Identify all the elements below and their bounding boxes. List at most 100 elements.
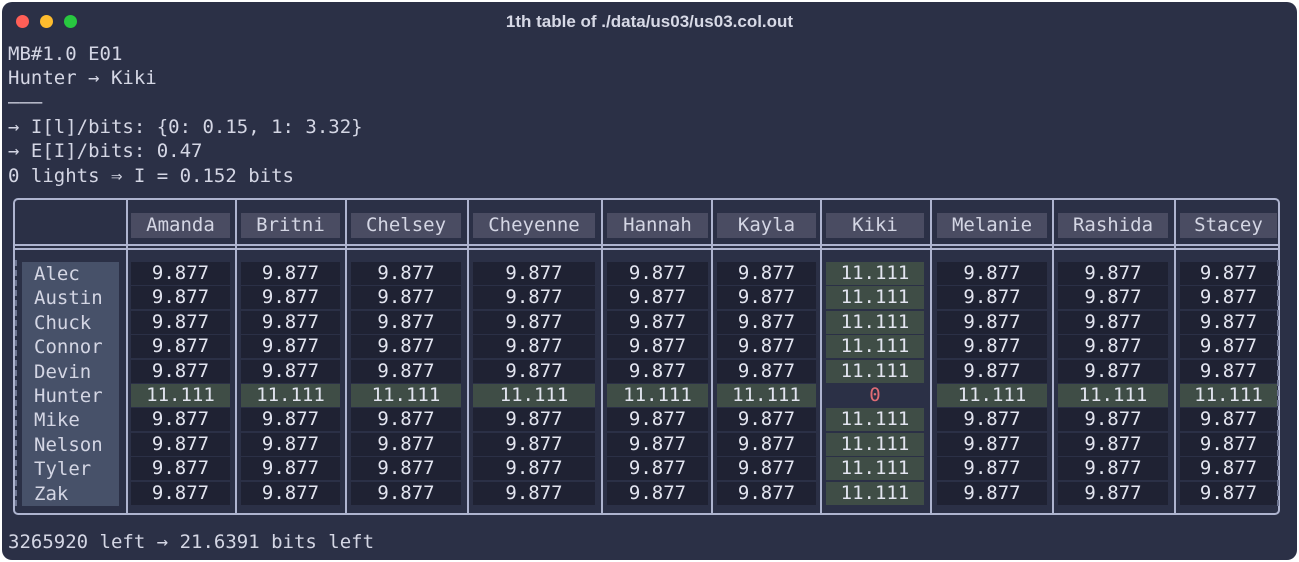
column-header: Cheyenne bbox=[473, 213, 595, 238]
table-cell: 9.877 bbox=[241, 262, 340, 285]
column-separator bbox=[1174, 200, 1176, 513]
table-cell: 11.111 bbox=[607, 384, 708, 407]
table-cell: 9.877 bbox=[1058, 457, 1168, 481]
table-cell: 9.877 bbox=[241, 457, 340, 481]
column-separator bbox=[126, 200, 128, 513]
table-cell: 9.877 bbox=[937, 335, 1047, 359]
row-dashed-edge bbox=[15, 260, 17, 506]
row-header: Chuck bbox=[34, 311, 92, 334]
table-cell: 9.877 bbox=[351, 286, 461, 310]
table-cell: 9.877 bbox=[131, 359, 230, 383]
table-cell: 9.877 bbox=[1180, 359, 1277, 383]
table-cell: 11.111 bbox=[826, 457, 924, 481]
header-line: → E[I]/bits: 0.47 bbox=[8, 140, 203, 162]
table-cell: 9.877 bbox=[937, 310, 1047, 334]
table-cell: 9.877 bbox=[241, 432, 340, 456]
table-cell: 9.877 bbox=[241, 359, 340, 383]
row-header: Nelson bbox=[34, 433, 103, 456]
column-header: Britni bbox=[241, 213, 340, 238]
column-separator bbox=[1052, 200, 1054, 513]
table-cell: 9.877 bbox=[473, 359, 595, 383]
table-cell: 9.877 bbox=[473, 481, 595, 505]
table-cell: 9.877 bbox=[717, 481, 816, 505]
table-cell: 9.877 bbox=[131, 286, 230, 310]
table-cell: 0 bbox=[869, 384, 881, 406]
row-header: Austin bbox=[34, 287, 103, 310]
table-cell: 9.877 bbox=[351, 335, 461, 359]
table-cell: 9.877 bbox=[1058, 481, 1168, 505]
table-cell: 9.877 bbox=[241, 335, 340, 359]
table-cell: 9.877 bbox=[717, 310, 816, 334]
table-cell: 9.877 bbox=[1180, 457, 1277, 481]
table-cell: 9.877 bbox=[473, 408, 595, 432]
table-cell: 9.877 bbox=[351, 408, 461, 432]
table-cell: 9.877 bbox=[1058, 432, 1168, 456]
column-header: Hannah bbox=[607, 213, 708, 238]
table-cell: 9.877 bbox=[717, 286, 816, 310]
table-cell: 9.877 bbox=[351, 432, 461, 456]
row-header-background bbox=[22, 262, 119, 506]
table-cell: 9.877 bbox=[351, 359, 461, 383]
table-cell: 9.877 bbox=[473, 335, 595, 359]
column-separator bbox=[467, 200, 469, 513]
column-separator bbox=[601, 200, 603, 513]
table-cell: 9.877 bbox=[607, 432, 708, 456]
table-cell: 9.877 bbox=[937, 262, 1047, 285]
table-cell: 9.877 bbox=[131, 262, 230, 285]
table-cell: 9.877 bbox=[1180, 335, 1277, 359]
minimize-button[interactable] bbox=[40, 15, 53, 28]
row-header: Mike bbox=[34, 409, 80, 432]
table-cell: 11.111 bbox=[1058, 384, 1168, 407]
table-cell: 9.877 bbox=[241, 408, 340, 432]
table-cell: 11.111 bbox=[826, 481, 924, 505]
table-cell: 9.877 bbox=[1058, 408, 1168, 432]
table-cell: 9.877 bbox=[1180, 432, 1277, 456]
table-cell: 9.877 bbox=[937, 432, 1047, 456]
header-line: ——— bbox=[8, 91, 43, 113]
table-cell: 9.877 bbox=[1180, 408, 1277, 432]
table-cell: 9.877 bbox=[1058, 335, 1168, 359]
table-cell: 9.877 bbox=[131, 481, 230, 505]
table-cell: 9.877 bbox=[717, 262, 816, 285]
header-line: 0 lights ⇒ I = 0.152 bits bbox=[8, 165, 294, 187]
column-header: Kiki bbox=[826, 213, 924, 238]
table-cell: 11.111 bbox=[826, 359, 924, 383]
title-bar: 1th table of ./data/us03/us03.col.out bbox=[2, 2, 1297, 40]
table-cell: 9.877 bbox=[1058, 286, 1168, 310]
column-header: Amanda bbox=[131, 213, 230, 238]
maximize-button[interactable] bbox=[64, 15, 77, 28]
table-cell: 9.877 bbox=[1180, 286, 1277, 310]
table-cell: 9.877 bbox=[717, 408, 816, 432]
table-cell: 9.877 bbox=[607, 310, 708, 334]
table-cell: 9.877 bbox=[937, 286, 1047, 310]
close-button[interactable] bbox=[16, 15, 29, 28]
table-cell: 9.877 bbox=[607, 335, 708, 359]
table-cell: 9.877 bbox=[473, 457, 595, 481]
row-header: Tyler bbox=[34, 458, 92, 481]
column-header: Chelsey bbox=[351, 213, 461, 238]
table-cell: 9.877 bbox=[473, 286, 595, 310]
table-cell: 9.877 bbox=[717, 359, 816, 383]
table-cell: 11.111 bbox=[937, 384, 1047, 407]
table-cell: 9.877 bbox=[607, 457, 708, 481]
table-cell: 9.877 bbox=[937, 481, 1047, 505]
table-cell: 9.877 bbox=[1180, 310, 1277, 334]
column-separator bbox=[345, 200, 347, 513]
table-cell: 11.111 bbox=[826, 432, 924, 456]
table-cell: 9.877 bbox=[717, 432, 816, 456]
column-header: Melanie bbox=[937, 213, 1047, 238]
table-cell: 9.877 bbox=[351, 457, 461, 481]
table-cell: 9.877 bbox=[607, 408, 708, 432]
table-cell: 9.877 bbox=[607, 262, 708, 285]
table-cell: 11.111 bbox=[826, 262, 924, 285]
window-title: 1th table of ./data/us03/us03.col.out bbox=[505, 12, 794, 31]
table-cell: 11.111 bbox=[131, 384, 230, 407]
column-separator bbox=[235, 200, 237, 513]
header-line: MB#1.0 E01 bbox=[8, 43, 123, 65]
footer-status: 3265920 left → 21.6391 bits left bbox=[8, 531, 375, 553]
table-cell: 9.877 bbox=[607, 286, 708, 310]
table-cell: 11.111 bbox=[826, 408, 924, 432]
table-cell: 11.111 bbox=[473, 384, 595, 407]
table-cell: 9.877 bbox=[241, 481, 340, 505]
results-table bbox=[13, 198, 1280, 515]
